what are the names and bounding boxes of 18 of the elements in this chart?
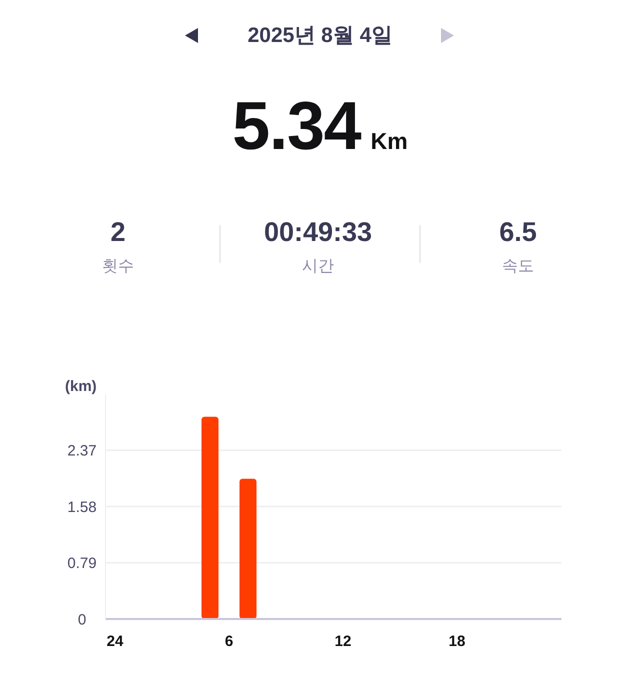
y-axis-title: (km) [65,377,97,397]
y-tick-label: 1.58 [67,498,97,516]
x-tick-label: 6 [224,633,234,650]
x-tick-label: 18 [448,633,466,650]
chart-title: 2025년 8월 4일 [246,23,394,49]
x-tick-label: 24 [106,633,124,650]
text: 2 [109,216,127,249]
text: 속도 [501,257,535,277]
text: 5.34 [232,88,361,164]
x-tick-label: 12 [334,633,352,650]
text: 횟수 [101,257,135,277]
text: 00:49:33 [262,216,374,249]
text: 6.5 [498,216,538,249]
y-tick-label: 2.37 [67,442,97,460]
y-tick-label: 0.79 [67,555,97,572]
text: 시간 [301,257,335,277]
y-tick-label: 0 [78,611,86,628]
text: Km [370,128,408,155]
